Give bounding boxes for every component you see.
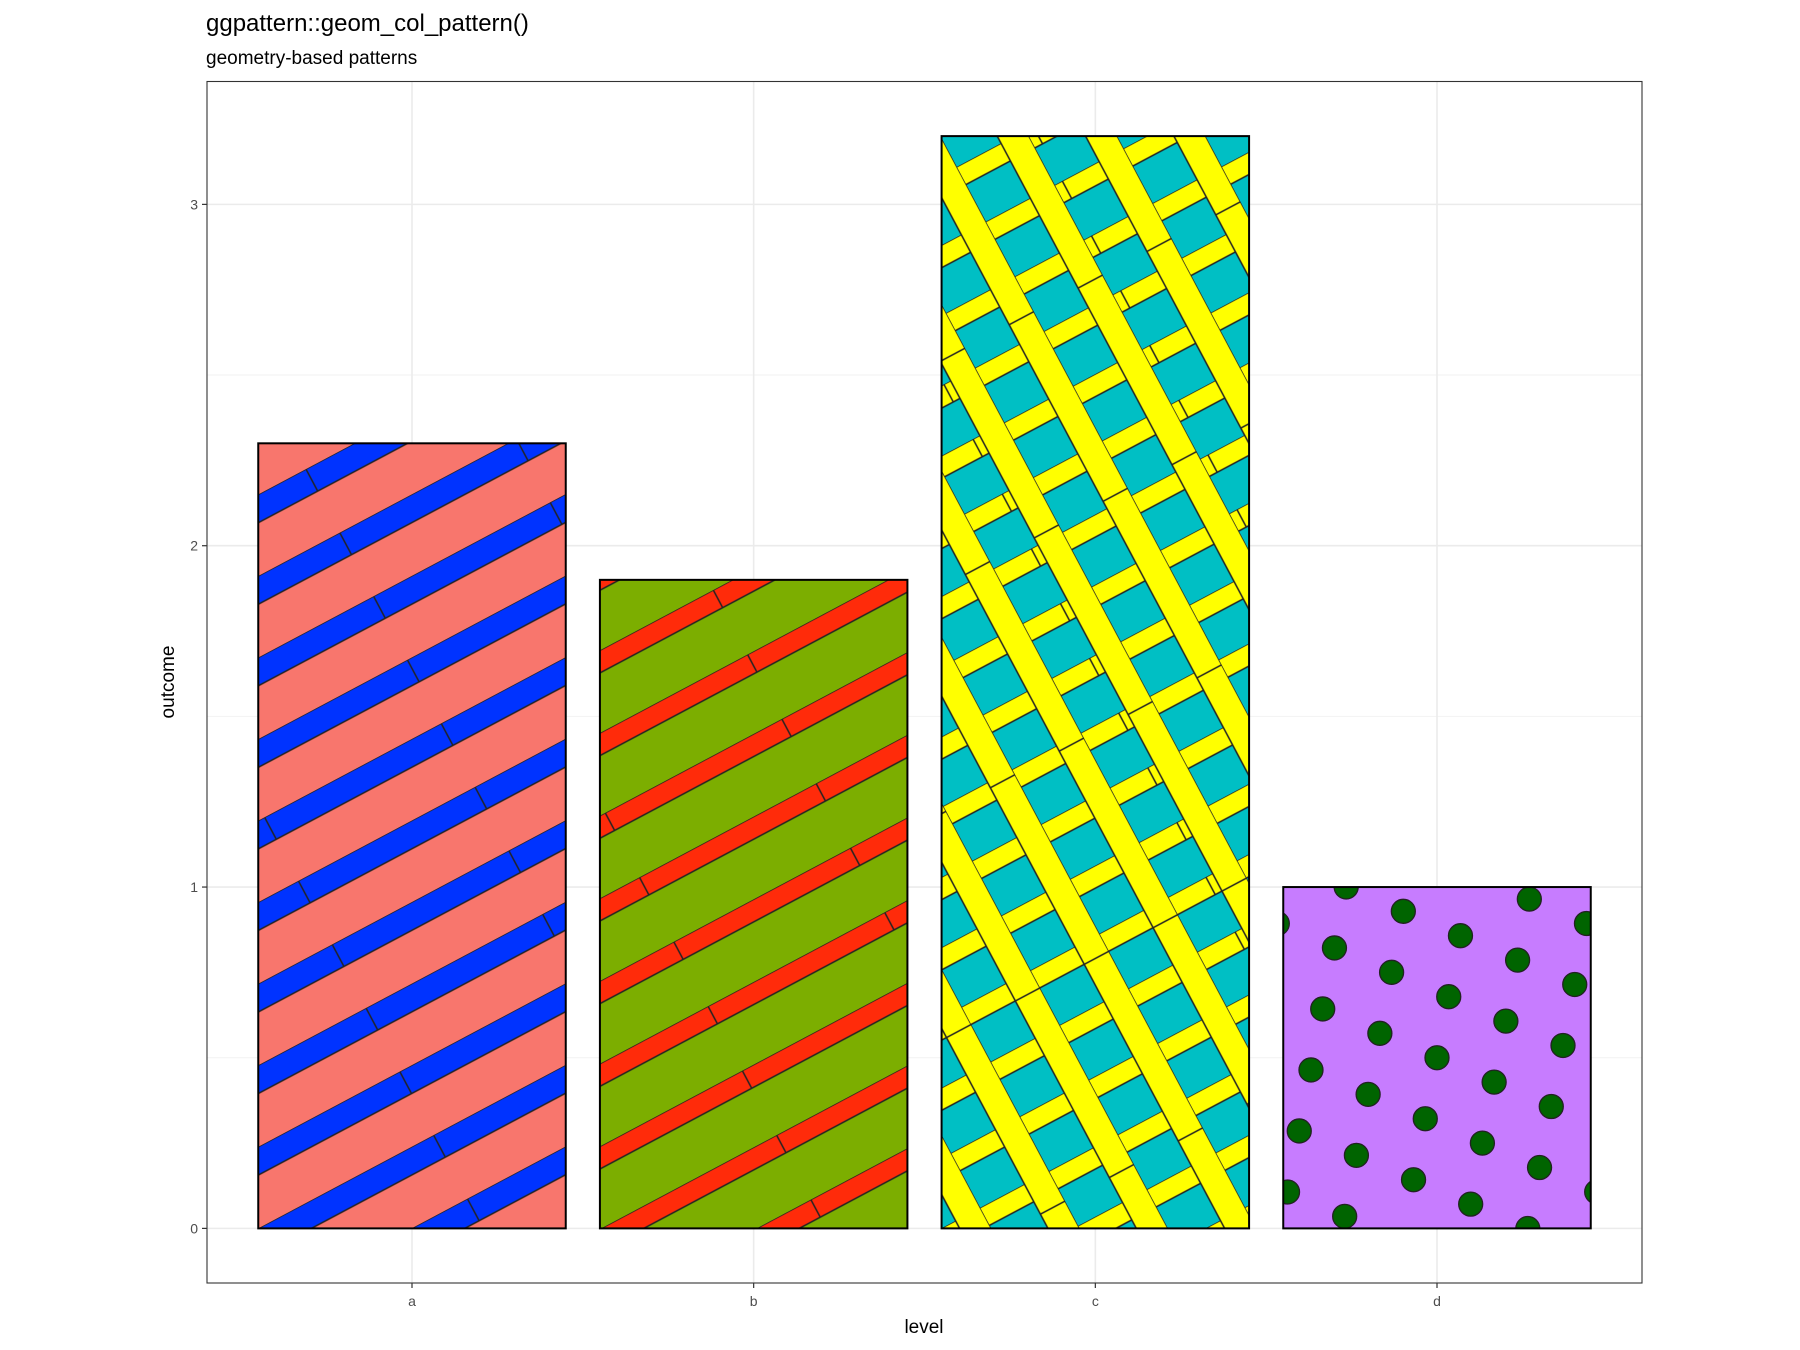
dot (1400, 1167, 1427, 1193)
dot (1504, 947, 1531, 973)
dot (1283, 912, 1290, 935)
dot (1298, 1057, 1324, 1083)
y-tick-label: 2 (190, 538, 198, 554)
x-axis-title: level (904, 1317, 943, 1338)
x-tick-label: d (1433, 1293, 1441, 1309)
x-tick-label: c (1092, 1293, 1099, 1309)
bar-c (940, 135, 1251, 1230)
dots (1283, 887, 1591, 1229)
dot (1493, 1008, 1519, 1034)
dot (1526, 1154, 1553, 1181)
chart-title: ggpattern::geom_col_pattern() (206, 10, 529, 37)
dot (1286, 1118, 1312, 1144)
panel-border (206, 80, 1643, 1284)
dot (1424, 1045, 1450, 1071)
dot (1310, 996, 1336, 1022)
y-tick-label: 3 (190, 196, 198, 212)
bar-fill (258, 443, 566, 1229)
dot (1283, 1179, 1301, 1205)
axes: 0 1 2 3 a b c d (190, 196, 1441, 1309)
bar-outline (1282, 886, 1592, 1230)
dot (1458, 1191, 1484, 1217)
dot (1436, 984, 1462, 1010)
bar-b (598, 578, 909, 1230)
x-tick-label: b (750, 1293, 758, 1309)
bar-overlay-pattern (941, 136, 1250, 1229)
bars (257, 135, 1592, 1230)
y-axis-title: outcome (158, 646, 179, 719)
dot (1562, 971, 1588, 998)
dot (1367, 1020, 1393, 1046)
bar-outline (257, 442, 567, 1230)
y-tick-label: 1 (190, 879, 198, 895)
dot (1584, 1180, 1591, 1204)
dot (1390, 898, 1416, 924)
dot (1573, 910, 1591, 937)
chart-subtitle: geometry-based patterns (206, 48, 417, 69)
dot (1378, 959, 1405, 985)
dot (1321, 935, 1348, 961)
dot (1481, 1069, 1507, 1095)
dot (1447, 923, 1474, 949)
dot (1412, 1106, 1438, 1132)
dot (1332, 1203, 1358, 1229)
dot (1538, 1093, 1564, 1120)
dot (1515, 1215, 1541, 1229)
dot (1343, 1142, 1370, 1168)
bar-outline (940, 135, 1251, 1230)
bar-outline (598, 578, 909, 1230)
bar-d (1282, 886, 1592, 1230)
x-tick-label: a (408, 1293, 416, 1309)
y-tick-label: 0 (190, 1220, 198, 1236)
dot (1550, 1032, 1576, 1059)
bar-fill (599, 579, 908, 1229)
dot (1516, 887, 1542, 912)
dot (1469, 1130, 1496, 1156)
dot (1333, 887, 1359, 900)
bar-a (257, 442, 567, 1230)
dot (1355, 1081, 1381, 1107)
